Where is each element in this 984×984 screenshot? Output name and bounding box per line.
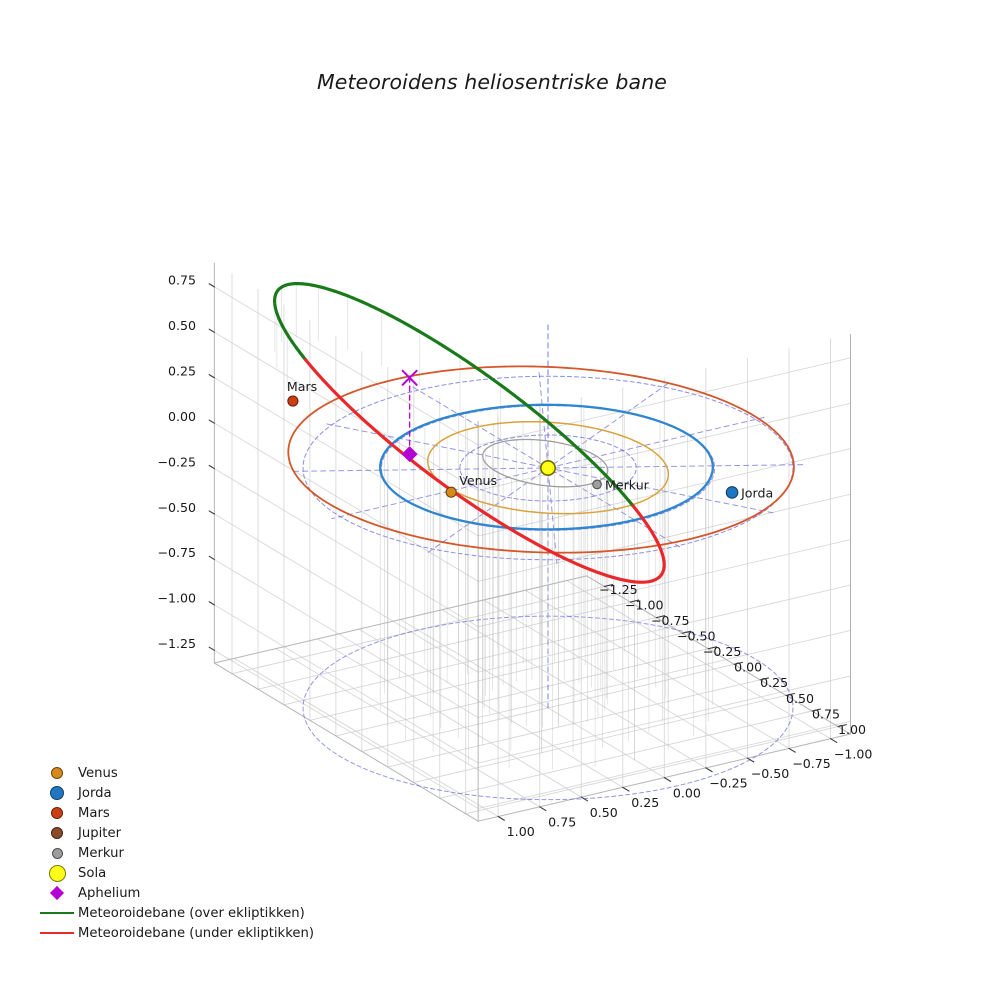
legend-diamond-swatch bbox=[49, 885, 65, 901]
x-tick-label: 0.25 bbox=[760, 675, 788, 690]
legend-marker-meteoroidebane-icon bbox=[36, 932, 78, 934]
axis-tick-labels: −1.25−1.00−0.75−0.50−0.250.000.250.500.7… bbox=[157, 273, 872, 840]
legend-marker-meteoroidebane-icon bbox=[36, 912, 78, 914]
y-tick-label: 0.50 bbox=[590, 805, 618, 820]
meteoroid-orbit bbox=[273, 281, 666, 584]
legend-item-label: Meteoroidebane (over ekliptikken) bbox=[78, 905, 305, 921]
z-tick-label: −0.25 bbox=[157, 454, 196, 469]
legend-dot-swatch bbox=[51, 847, 63, 859]
x-tick-label: −0.50 bbox=[677, 629, 716, 644]
z-tick-label: −1.25 bbox=[157, 636, 196, 651]
x-tick-label: −0.25 bbox=[703, 644, 742, 659]
legend-item[interactable]: Mars bbox=[36, 803, 314, 823]
z-tick-label: 0.00 bbox=[168, 409, 196, 424]
z-tick-label: 0.25 bbox=[168, 364, 196, 379]
x-tick-label: 0.50 bbox=[786, 691, 814, 706]
aphelion-diamond-icon bbox=[401, 446, 418, 463]
x-tick-label: −0.75 bbox=[651, 613, 690, 628]
y-tick-label: 1.00 bbox=[507, 824, 535, 839]
legend-item-label: Merkur bbox=[78, 845, 124, 861]
legend-marker-sola-icon bbox=[36, 864, 78, 882]
x-tick-label: −1.00 bbox=[625, 597, 664, 612]
body-marker-jorda bbox=[725, 486, 739, 499]
legend-line-swatch bbox=[40, 932, 74, 934]
z-tick-label: 0.75 bbox=[168, 273, 196, 288]
legend-marker-jorda-icon bbox=[36, 786, 78, 800]
legend-item-label: Aphelium bbox=[78, 885, 141, 901]
legend-dot-swatch bbox=[50, 786, 64, 800]
legend-item-label: Jorda bbox=[78, 785, 112, 801]
legend-item[interactable]: Merkur bbox=[36, 843, 314, 863]
legend-marker-mars-icon bbox=[36, 806, 78, 820]
legend-item[interactable]: Meteoroidebane (under ekliptikken) bbox=[36, 923, 314, 943]
body-label-mars: Mars bbox=[287, 379, 317, 394]
z-tick-label: −1.00 bbox=[157, 591, 196, 606]
legend-item-label: Sola bbox=[78, 865, 107, 881]
legend-item[interactable]: Jupiter bbox=[36, 823, 314, 843]
y-tick-label: 0.75 bbox=[548, 815, 576, 830]
legend-dot-swatch bbox=[50, 766, 64, 780]
legend-item[interactable]: Venus bbox=[36, 763, 314, 783]
legend-marker-merkur-icon bbox=[36, 847, 78, 859]
legend-item-label: Jupiter bbox=[78, 825, 121, 841]
legend: Venus Jorda Mars Jupiter Merkur Sola Aphelium M… bbox=[36, 763, 314, 943]
y-tick-label: −1.00 bbox=[834, 746, 873, 761]
z-tick-label: 0.50 bbox=[168, 318, 196, 333]
body-marker-mars bbox=[287, 395, 299, 407]
legend-dot-swatch bbox=[50, 826, 64, 840]
legend-marker-venus-icon bbox=[36, 766, 78, 780]
y-tick-label: 0.00 bbox=[673, 785, 701, 800]
aphelion-marker bbox=[401, 369, 418, 463]
y-tick-label: 0.25 bbox=[631, 795, 659, 810]
body-marker-venus bbox=[445, 486, 457, 498]
x-tick-label: 0.00 bbox=[734, 660, 762, 675]
body-label-venus: Venus bbox=[459, 473, 497, 488]
body-marker-merkur bbox=[592, 479, 602, 490]
body-marker-sola bbox=[539, 459, 556, 476]
legend-item[interactable]: Meteoroidebane (over ekliptikken) bbox=[36, 903, 314, 923]
x-tick-label: 0.75 bbox=[812, 706, 840, 721]
legend-marker-jupiter-icon bbox=[36, 826, 78, 840]
z-tick-label: −0.50 bbox=[157, 500, 196, 515]
body-label-merkur: Merkur bbox=[605, 477, 650, 492]
legend-item-label: Mars bbox=[78, 805, 110, 821]
x-tick-label: 1.00 bbox=[838, 722, 866, 737]
y-tick-label: −0.25 bbox=[709, 776, 748, 791]
legend-dot-swatch bbox=[50, 806, 64, 820]
legend-item[interactable]: Sola bbox=[36, 863, 314, 883]
body-label-jorda: Jorda bbox=[740, 485, 773, 500]
y-tick-label: −0.75 bbox=[792, 756, 831, 771]
legend-item[interactable]: Jorda bbox=[36, 783, 314, 803]
legend-dot-swatch bbox=[48, 864, 66, 882]
legend-item[interactable]: Aphelium bbox=[36, 883, 314, 903]
body-markers: Venus Jorda Mars Merkur bbox=[287, 379, 773, 500]
legend-item-label: Venus bbox=[78, 765, 118, 781]
z-tick-label: −0.75 bbox=[157, 545, 196, 560]
x-tick-label: −1.25 bbox=[599, 582, 638, 597]
page-title: Meteoroidens heliosentriske bane bbox=[316, 70, 668, 94]
legend-item-label: Meteoroidebane (under ekliptikken) bbox=[78, 925, 314, 941]
legend-line-swatch bbox=[40, 912, 74, 914]
y-tick-label: −0.50 bbox=[751, 766, 790, 781]
legend-marker-aphelium-icon bbox=[36, 885, 78, 901]
